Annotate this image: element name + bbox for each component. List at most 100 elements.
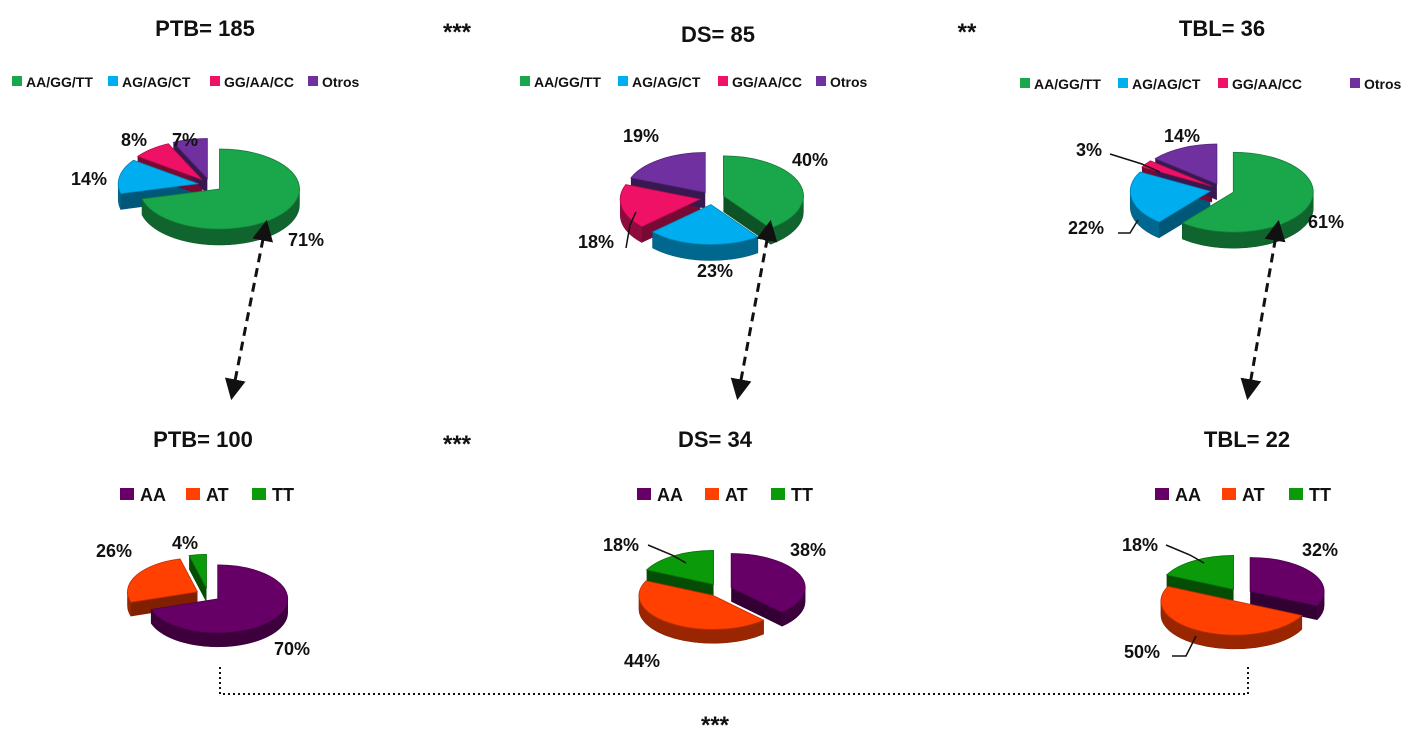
leader-line-ag-ag-ct: [1118, 219, 1139, 234]
legend-label: AG/AG/CT: [1132, 76, 1201, 92]
legend-swatch-tt: [771, 488, 785, 500]
pie-slice-at: [638, 580, 765, 630]
pie-label-at: 50%: [1124, 642, 1160, 662]
legend-swatch-ag-ag-ct: [1118, 78, 1128, 88]
pie-chart-ds-34: [638, 550, 806, 644]
leader-line-gg-aa-cc: [1109, 153, 1161, 173]
pie-label-aa-gg-tt: 61%: [1308, 212, 1344, 232]
pie-label-tt: 4%: [172, 533, 198, 553]
arrow-tbl: [1240, 219, 1286, 401]
pie-label-tt: 18%: [603, 535, 639, 555]
pie-label-gg-aa-cc: 18%: [578, 232, 614, 252]
legend-label: AG/AG/CT: [632, 74, 701, 90]
legend-label: AA/GG/TT: [26, 74, 93, 90]
legend-label: GG/AA/CC: [732, 74, 802, 90]
pie-slice-otros: [1154, 143, 1218, 185]
legend-swatch-aa: [120, 488, 134, 500]
pie-label-aa: 38%: [790, 540, 826, 560]
pie-label-otros: 7%: [172, 130, 198, 150]
pie-slice-edge-aa: [1250, 591, 1318, 620]
legend-label: Otros: [830, 74, 868, 90]
legend-label: AA/GG/TT: [534, 74, 601, 90]
pie-slice-aa-gg-tt: [1181, 151, 1314, 233]
legend-swatch-otros: [816, 76, 826, 86]
comparison-bracket: [219, 667, 1249, 695]
legend-swatch-at: [1222, 488, 1236, 500]
legend-tbl-36: AA/GG/TT AG/AG/CT GG/AA/CC Otros: [1020, 76, 1402, 92]
significance-bottom-ptb-ds: ***: [443, 431, 472, 458]
chart-title-tbl-36: TBL= 36: [1179, 16, 1265, 41]
pie-slice-edge-aa: [731, 587, 782, 627]
legend-swatch-aa: [1155, 488, 1169, 500]
legend-label: Otros: [322, 74, 360, 90]
pie-slice-edge-tt: [1166, 574, 1234, 604]
pie-label-aa-gg-tt: 71%: [288, 230, 324, 250]
significance-bottom-ptb-tbl: ***: [701, 712, 730, 729]
legend-swatch-ag-ag-ct: [618, 76, 628, 86]
legend-swatch-otros: [1350, 78, 1360, 88]
pie-slice-at: [1160, 586, 1303, 636]
legend-label: AT: [206, 485, 229, 505]
chart-title-ds-85: DS= 85: [681, 22, 755, 47]
pie-label-at: 44%: [624, 651, 660, 671]
pie-label-ag-ag-ct: 23%: [697, 261, 733, 281]
chart-title-tbl-22: TBL= 22: [1204, 427, 1290, 452]
pie-label-gg-aa-cc: 8%: [121, 130, 147, 150]
legend-swatch-otros: [308, 76, 318, 86]
legend-label: AA: [1175, 485, 1201, 505]
legend-swatch-aa: [637, 488, 651, 500]
legend-swatch-tt: [1289, 488, 1303, 500]
pie-chart-ds-85: [619, 152, 804, 261]
pie-slice-tt: [188, 554, 207, 589]
legend-label: GG/AA/CC: [1232, 76, 1302, 92]
pie-chart-ptb-100: [127, 554, 289, 648]
legend-ptb-100: AA AT TT: [120, 485, 294, 505]
legend-label: TT: [272, 485, 294, 505]
pie-label-aa: 32%: [1302, 540, 1338, 560]
legend-label: AG/AG/CT: [122, 74, 191, 90]
pie-label-aa-gg-tt: 40%: [792, 150, 828, 170]
legend-label: AT: [1242, 485, 1265, 505]
legend-label: AT: [725, 485, 748, 505]
leader-line-gg-aa-cc: [625, 211, 637, 249]
legend-label: Otros: [1364, 76, 1402, 92]
legend-ptb-185: AA/GG/TT AG/AG/CT GG/AA/CC Otros: [12, 74, 360, 90]
pie-chart-tbl-36: [1129, 143, 1314, 249]
pie-slice-edge-tt: [189, 555, 207, 603]
pie-slice-edge-tt: [646, 569, 714, 599]
pie-slice-gg-aa-cc: [619, 184, 702, 228]
pie-label-at: 26%: [96, 541, 132, 561]
legend-label: TT: [1309, 485, 1331, 505]
legend-swatch-tt: [252, 488, 266, 500]
chart-title-ds-34: DS= 34: [678, 427, 753, 452]
legend-tbl-22: AA AT TT: [1155, 485, 1331, 505]
legend-swatch-at: [705, 488, 719, 500]
pie-slice-aa: [730, 553, 806, 613]
pie-slice-tt: [1165, 555, 1234, 590]
legend-label: AA/GG/TT: [1034, 76, 1101, 92]
arrow-ptb: [224, 219, 274, 401]
pie-label-ag-ag-ct: 14%: [71, 169, 107, 189]
pie-label-otros: 14%: [1164, 126, 1200, 146]
pie-slice-at: [127, 558, 199, 603]
pie-label-ag-ag-ct: 22%: [1068, 218, 1104, 238]
leader-line-tt: [1165, 544, 1205, 564]
pie-chart-ptb-185: [117, 138, 300, 246]
pie-slice-aa: [1249, 557, 1325, 607]
legend-ds-34: AA AT TT: [637, 485, 813, 505]
pie-slice-gg-aa-cc: [1141, 160, 1213, 187]
pie-label-aa: 70%: [274, 639, 310, 659]
legend-swatch-gg-aa-cc: [210, 76, 220, 86]
chart-title-ptb-185: PTB= 185: [155, 16, 255, 41]
leader-line-at: [1172, 635, 1197, 657]
legend-swatch-at: [186, 488, 200, 500]
chart-title-ptb-100: PTB= 100: [153, 427, 253, 452]
legend-swatch-aa-gg-tt: [1020, 78, 1030, 88]
pie-label-otros: 19%: [623, 126, 659, 146]
significance-top-ptb-ds: ***: [443, 19, 472, 46]
pie-slice-aa-gg-tt: [141, 148, 300, 230]
pie-chart-tbl-22: [1160, 555, 1325, 650]
legend-label: GG/AA/CC: [224, 74, 294, 90]
pie-slice-otros: [630, 152, 706, 194]
pie-label-tt: 18%: [1122, 535, 1158, 555]
